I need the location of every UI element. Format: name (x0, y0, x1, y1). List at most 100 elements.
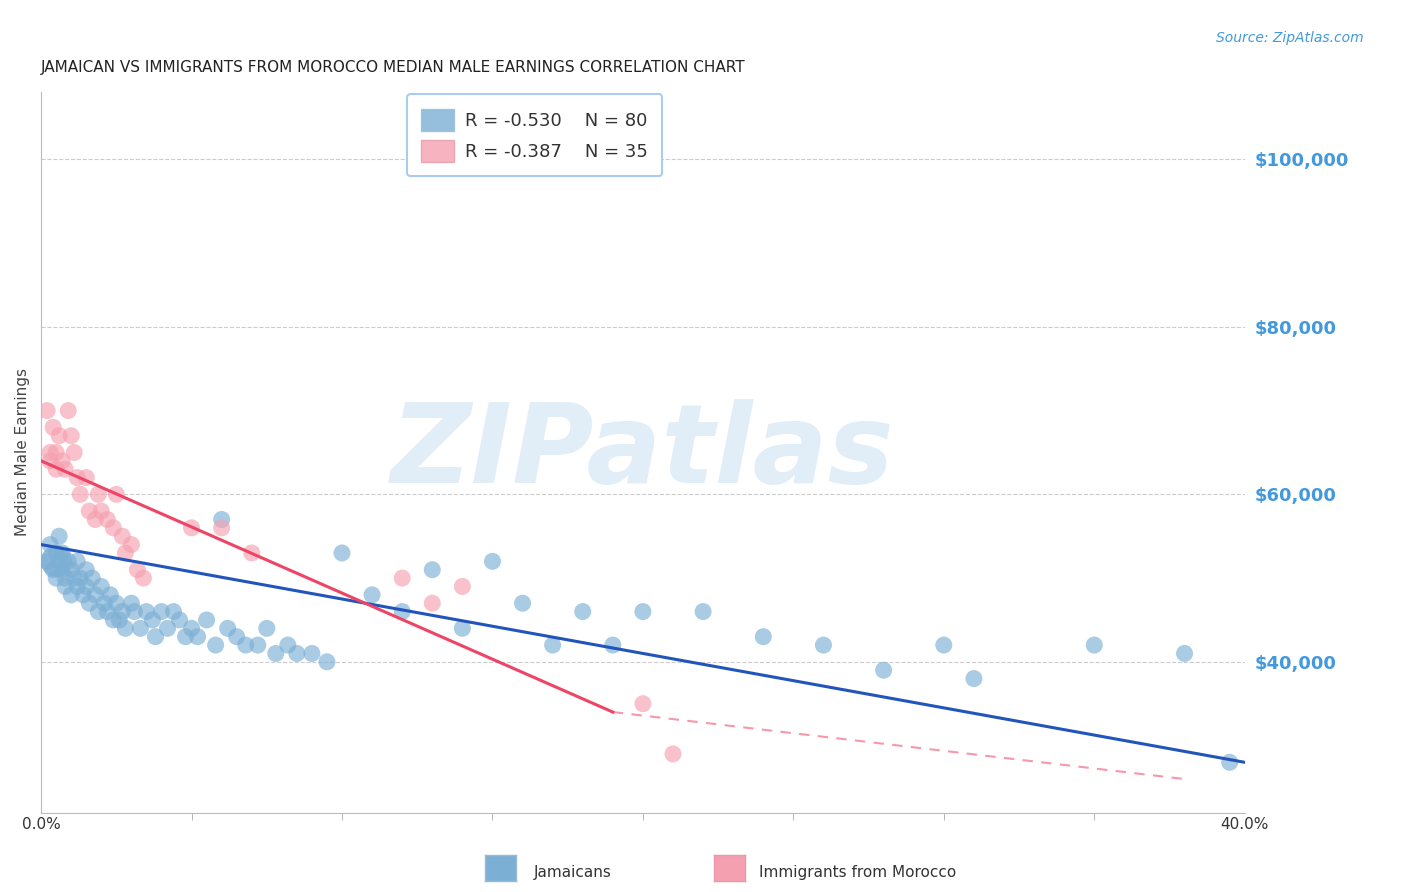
Point (77, 596, 100, 610)
Point (180, 621, 202, 635)
Point (114, 546, 136, 560)
Point (872, 663, 894, 677)
Point (58, 403, 80, 417)
Point (45, 546, 67, 560)
Point (571, 605, 593, 619)
Point (66, 470, 89, 484)
Point (60, 428, 83, 442)
Y-axis label: Median Male Earnings: Median Male Earnings (15, 368, 30, 536)
Point (361, 588, 384, 602)
Point (39, 454, 62, 468)
Point (84, 512, 107, 526)
Point (451, 579, 474, 593)
Point (285, 647, 308, 661)
Point (145, 630, 167, 644)
Point (264, 647, 287, 661)
Point (631, 605, 654, 619)
Point (120, 596, 142, 610)
Point (42, 563, 65, 577)
Point (87, 605, 110, 619)
Point (541, 638, 564, 652)
Point (39, 538, 62, 552)
Point (114, 621, 136, 635)
Point (141, 613, 163, 627)
Point (129, 621, 152, 635)
Point (39, 445, 62, 459)
Point (90, 504, 112, 518)
Point (451, 621, 474, 635)
Point (120, 538, 142, 552)
Text: Immigrants from Morocco: Immigrants from Morocco (759, 865, 956, 880)
Point (66, 554, 89, 568)
Point (150, 605, 173, 619)
Point (195, 613, 218, 627)
Point (124, 605, 146, 619)
Point (932, 638, 955, 652)
Point (111, 605, 134, 619)
Point (53, 571, 76, 585)
Point (45, 445, 67, 459)
Point (391, 571, 413, 585)
Point (420, 596, 443, 610)
Point (135, 605, 157, 619)
Point (48, 554, 70, 568)
Point (66, 579, 89, 593)
Point (37, 403, 59, 417)
Point (256, 621, 278, 635)
Point (63, 445, 86, 459)
Point (211, 512, 233, 526)
Point (169, 613, 191, 627)
Point (692, 605, 714, 619)
Point (60, 563, 83, 577)
Point (105, 596, 128, 610)
Point (162, 605, 184, 619)
Point (187, 630, 209, 644)
Point (51, 563, 73, 577)
Point (330, 546, 353, 560)
Point (752, 630, 775, 644)
Text: JAMAICAN VS IMMIGRANTS FROM MOROCCO MEDIAN MALE EARNINGS CORRELATION CHART: JAMAICAN VS IMMIGRANTS FROM MOROCCO MEDI… (41, 60, 745, 75)
Point (51, 454, 73, 468)
Point (53, 462, 76, 476)
Point (1219, 756, 1241, 770)
Point (211, 521, 233, 535)
Point (481, 554, 503, 568)
Point (42, 420, 65, 434)
Point (58, 554, 80, 568)
Point (204, 638, 226, 652)
Point (105, 487, 128, 501)
Point (96, 605, 118, 619)
Point (75, 563, 97, 577)
Point (96, 512, 118, 526)
Point (240, 546, 263, 560)
Point (132, 571, 155, 585)
Point (98, 588, 121, 602)
Point (631, 697, 654, 711)
Point (662, 747, 685, 761)
Point (103, 613, 125, 627)
Point (82, 571, 104, 585)
Point (108, 613, 131, 627)
Point (225, 630, 247, 644)
Point (420, 563, 443, 577)
Point (63, 571, 86, 585)
Point (156, 621, 179, 635)
Point (84, 588, 107, 602)
Point (277, 638, 299, 652)
Point (48, 428, 70, 442)
Point (53, 579, 76, 593)
Point (512, 596, 534, 610)
Point (45, 571, 67, 585)
Point (75, 579, 97, 593)
Point (391, 605, 413, 619)
Point (69, 487, 91, 501)
Point (963, 672, 986, 686)
Point (72, 588, 94, 602)
Point (48, 529, 70, 543)
Point (316, 655, 339, 669)
Point (69, 571, 91, 585)
Text: Jamaicans: Jamaicans (534, 865, 612, 880)
Point (111, 529, 134, 543)
Point (60, 588, 83, 602)
Point (217, 621, 239, 635)
